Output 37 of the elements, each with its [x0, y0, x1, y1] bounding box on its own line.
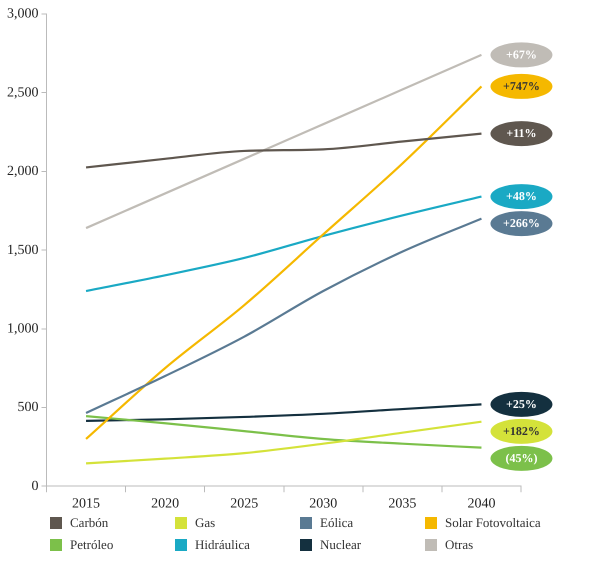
annotation: +25%	[506, 396, 537, 411]
legend-label: Nuclear	[320, 537, 362, 553]
line-series	[84, 54, 483, 230]
line-series	[84, 85, 483, 440]
annotation: +266%	[503, 216, 540, 230]
legend-label: Eólica	[320, 515, 354, 531]
legend-label: Solar Fotovoltaica	[445, 515, 541, 531]
x-tick-label: 2040	[467, 496, 496, 512]
annotation: +182%	[503, 424, 540, 438]
y-tick-label: 3,000	[7, 6, 38, 22]
annotation: +67%	[506, 48, 537, 62]
annotation: +747%	[503, 79, 540, 93]
annotation: (45%)	[505, 450, 538, 465]
x-tick-label: 2020	[151, 496, 180, 512]
y-tick-label: 0	[32, 478, 38, 494]
legend-label: Carbón	[70, 515, 108, 531]
y-tick-label: 1,500	[7, 242, 38, 258]
legend-label: Hidráulica	[195, 537, 250, 553]
line-series	[84, 403, 483, 422]
annotation: +48%	[506, 189, 537, 204]
line-series	[84, 420, 483, 464]
x-tick-label: 2025	[230, 496, 258, 512]
line-series	[84, 195, 483, 292]
legend-label: Gas	[195, 515, 216, 531]
y-tick-label: 1,000	[7, 321, 38, 336]
legend-label: Otras	[445, 537, 474, 553]
x-tick-label: 2035	[388, 496, 416, 512]
x-tick-label: 2030	[309, 496, 338, 512]
legend-label: Petróleo	[70, 537, 114, 553]
line-series	[84, 218, 483, 414]
line-series	[84, 132, 483, 169]
x-tick-label: 2015	[72, 496, 100, 512]
annotation: +11%	[506, 126, 537, 140]
y-tick-label: 2,500	[7, 85, 38, 100]
y-tick-label: 2,000	[7, 164, 38, 180]
line-series	[84, 415, 483, 449]
y-tick-label: 500	[18, 400, 38, 416]
